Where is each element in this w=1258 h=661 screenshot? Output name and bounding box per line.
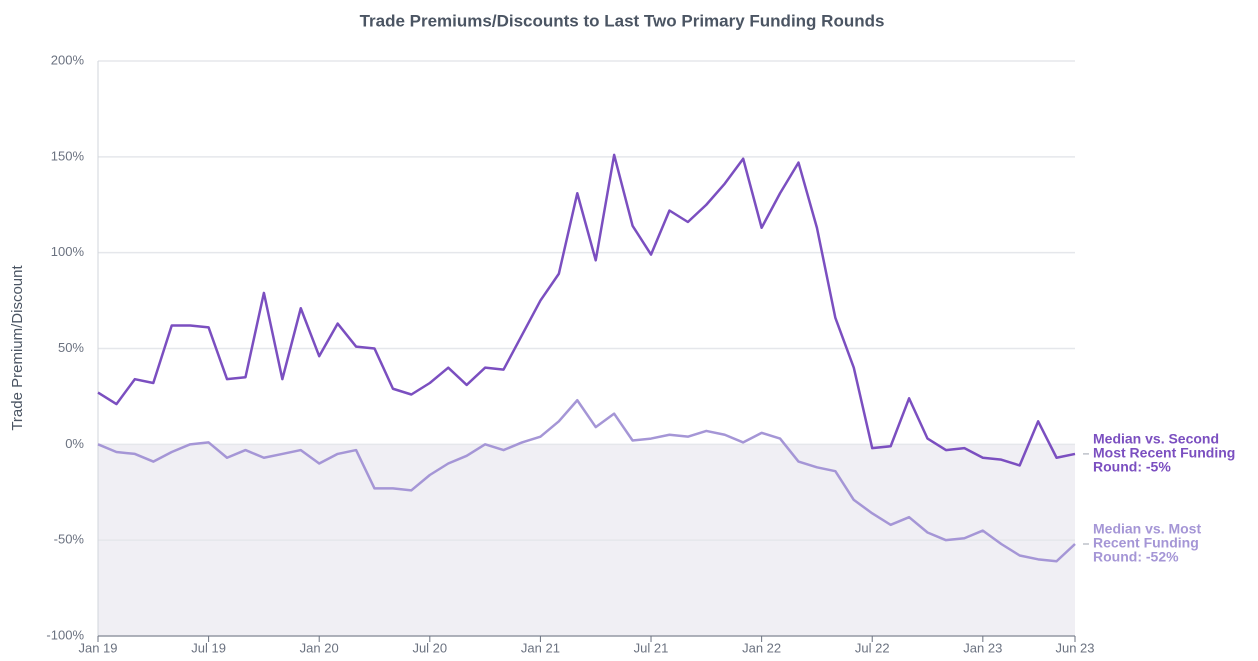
end-label: Median vs. Most: [1093, 521, 1201, 537]
y-tick-label: 50%: [58, 340, 84, 355]
end-label: Round: -52%: [1093, 549, 1179, 565]
x-tick-label: Jul 19: [191, 640, 226, 655]
series-line: [97, 153, 1076, 467]
x-tick-label: Jun 23: [1055, 640, 1094, 655]
y-tick-label: -100%: [46, 627, 84, 642]
y-tick-label: 0%: [65, 436, 84, 451]
end-label: Median vs. Second: [1093, 431, 1219, 447]
x-tick-label: Jan 21: [521, 640, 560, 655]
x-tick-label: Jan 22: [742, 640, 781, 655]
y-axis-label: Trade Premium/Discount: [9, 265, 26, 431]
x-tick-label: Jul 20: [412, 640, 447, 655]
x-tick-label: Jan 20: [300, 640, 339, 655]
y-tick-label: 100%: [51, 244, 85, 259]
x-tick-label: Jan 23: [963, 640, 1002, 655]
end-label: Round: -5%: [1093, 459, 1171, 475]
x-tick-label: Jul 22: [855, 640, 890, 655]
series-line: [97, 399, 1076, 563]
y-tick-label: 200%: [51, 52, 85, 67]
x-tick-label: Jan 19: [78, 640, 117, 655]
chart-title: Trade Premiums/Discounts to Last Two Pri…: [360, 11, 885, 30]
x-tick-label: Jul 21: [634, 640, 669, 655]
end-label: Recent Funding: [1093, 535, 1199, 551]
end-label: Most Recent Funding: [1093, 445, 1235, 461]
y-tick-label: -50%: [54, 532, 85, 547]
y-tick-label: 150%: [51, 148, 85, 163]
